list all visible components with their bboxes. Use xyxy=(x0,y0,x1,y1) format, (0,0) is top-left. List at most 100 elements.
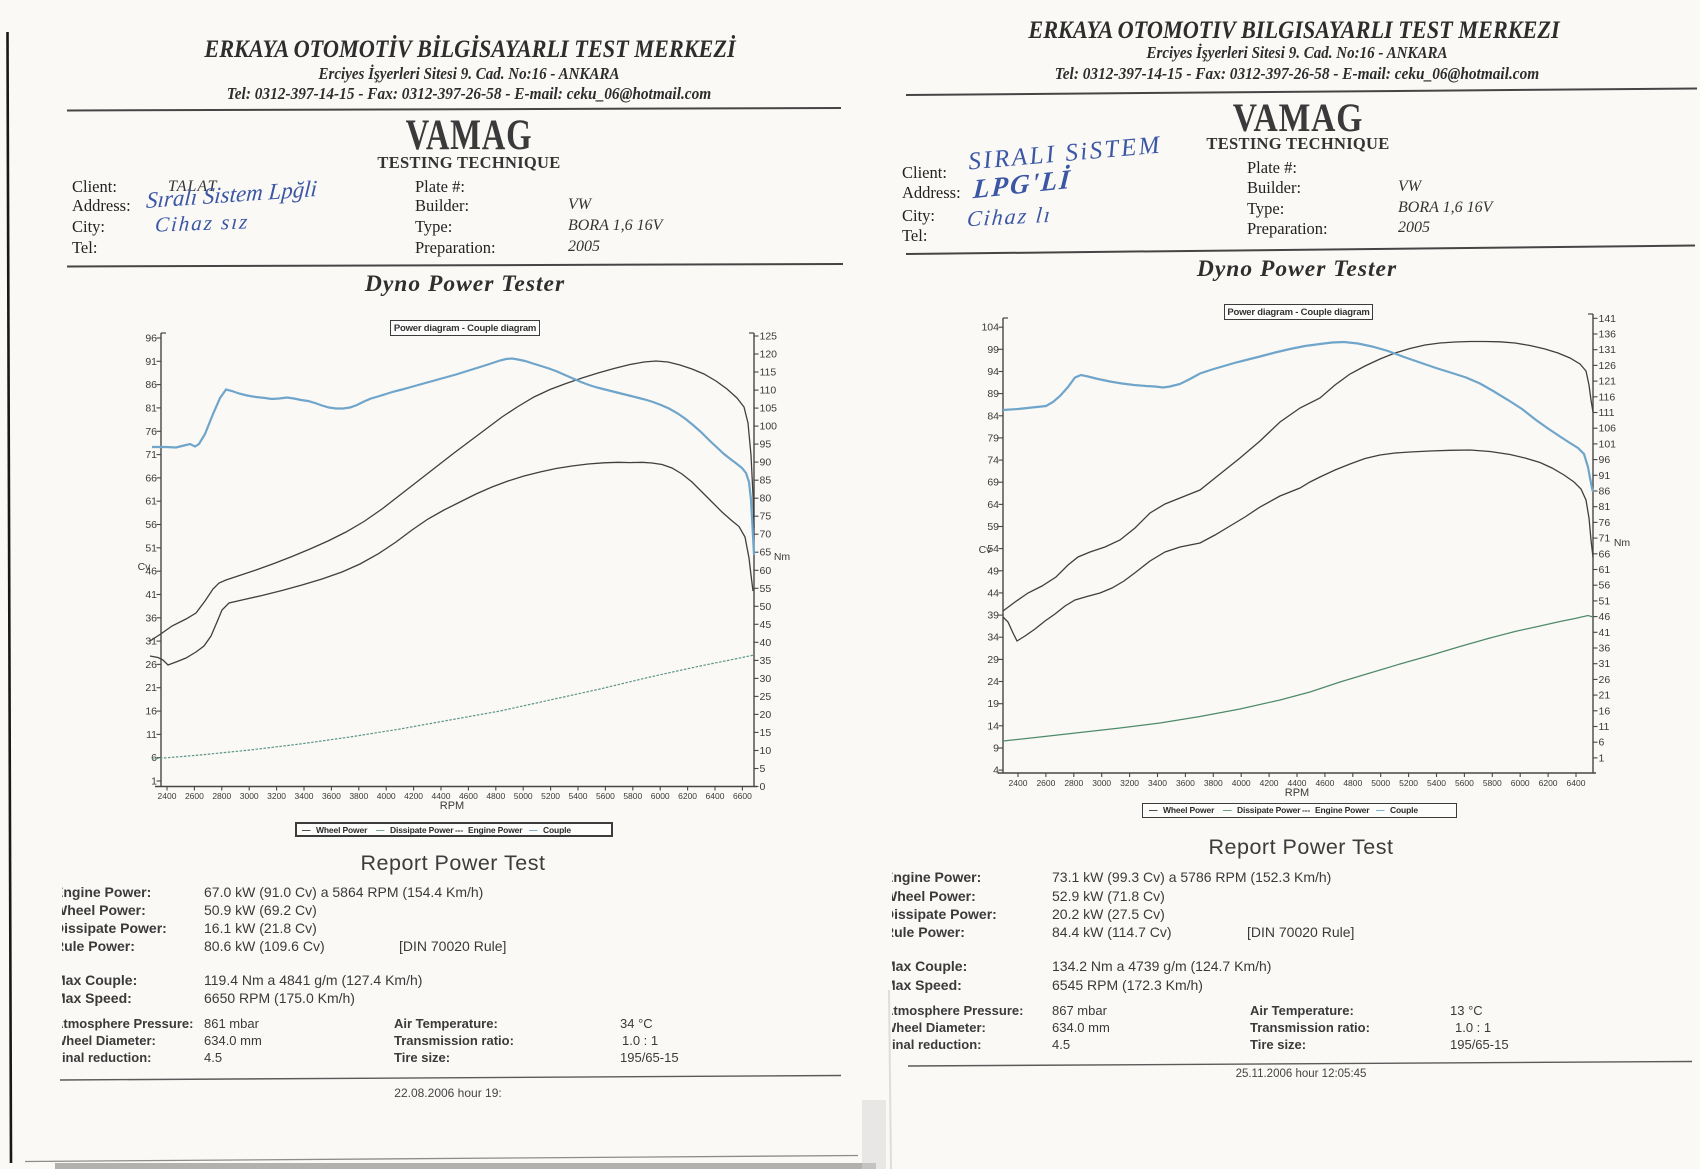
svg-text:65: 65 xyxy=(760,547,772,559)
svg-text:90: 90 xyxy=(760,457,772,469)
svg-text:111: 111 xyxy=(1599,407,1615,419)
svg-text:105: 105 xyxy=(760,403,778,415)
svg-text:95: 95 xyxy=(760,439,772,451)
svg-text:3600: 3600 xyxy=(1176,778,1195,788)
svg-text:64: 64 xyxy=(987,499,999,511)
svg-text:104: 104 xyxy=(981,322,999,334)
svg-text:29: 29 xyxy=(987,654,999,666)
svg-text:131: 131 xyxy=(1599,344,1617,356)
svg-text:75: 75 xyxy=(760,511,772,523)
svg-text:86: 86 xyxy=(1599,486,1611,498)
svg-text:3200: 3200 xyxy=(1120,778,1139,788)
svg-text:91: 91 xyxy=(145,356,157,368)
svg-text:24: 24 xyxy=(987,676,999,688)
svg-text:125: 125 xyxy=(760,331,778,343)
svg-text:40: 40 xyxy=(760,637,772,649)
svg-text:6600: 6600 xyxy=(733,791,752,801)
svg-text:41: 41 xyxy=(145,589,157,601)
svg-text:96: 96 xyxy=(145,333,157,345)
svg-text:74: 74 xyxy=(987,455,999,467)
svg-text:89: 89 xyxy=(987,388,999,400)
svg-text:141: 141 xyxy=(1599,313,1617,325)
svg-text:39: 39 xyxy=(987,610,999,622)
svg-text:6000: 6000 xyxy=(651,791,670,801)
svg-text:4800: 4800 xyxy=(1343,778,1362,788)
svg-text:106: 106 xyxy=(1599,423,1617,435)
svg-text:116: 116 xyxy=(1599,391,1616,403)
svg-text:14: 14 xyxy=(987,720,999,732)
svg-text:Cv: Cv xyxy=(138,561,152,573)
svg-text:5800: 5800 xyxy=(1483,778,1502,788)
svg-text:4200: 4200 xyxy=(1260,778,1279,788)
svg-text:44: 44 xyxy=(987,587,999,599)
svg-text:4200: 4200 xyxy=(404,791,423,801)
svg-text:2800: 2800 xyxy=(212,791,231,801)
svg-text:36: 36 xyxy=(1599,643,1611,655)
svg-text:4000: 4000 xyxy=(377,791,396,801)
svg-text:55: 55 xyxy=(760,583,772,595)
svg-text:81: 81 xyxy=(145,402,157,414)
svg-text:RPM: RPM xyxy=(440,800,464,812)
svg-text:11: 11 xyxy=(146,729,157,741)
svg-text:21: 21 xyxy=(145,682,157,694)
svg-text:100: 100 xyxy=(760,421,778,433)
svg-text:49: 49 xyxy=(987,565,999,577)
svg-text:70: 70 xyxy=(760,529,772,541)
svg-text:61: 61 xyxy=(1599,564,1611,576)
svg-text:45: 45 xyxy=(760,619,772,631)
svg-text:4000: 4000 xyxy=(1232,778,1251,788)
svg-text:66: 66 xyxy=(145,472,157,484)
svg-text:51: 51 xyxy=(145,542,157,554)
svg-text:26: 26 xyxy=(1599,674,1611,686)
svg-text:16: 16 xyxy=(145,706,157,718)
svg-text:3600: 3600 xyxy=(322,791,341,801)
svg-text:5800: 5800 xyxy=(623,791,642,801)
svg-text:2400: 2400 xyxy=(158,791,177,801)
svg-text:76: 76 xyxy=(145,426,157,438)
svg-text:36: 36 xyxy=(145,612,157,624)
svg-text:RPM: RPM xyxy=(1285,787,1309,799)
svg-text:46: 46 xyxy=(1599,611,1611,623)
svg-text:91: 91 xyxy=(1599,470,1611,482)
svg-text:6000: 6000 xyxy=(1511,778,1530,788)
svg-text:20: 20 xyxy=(760,709,772,721)
svg-text:3000: 3000 xyxy=(1092,778,1111,788)
svg-text:50: 50 xyxy=(760,601,772,613)
svg-text:4600: 4600 xyxy=(1315,778,1334,788)
svg-text:3800: 3800 xyxy=(1204,778,1223,788)
svg-text:61: 61 xyxy=(145,496,157,508)
svg-text:1: 1 xyxy=(1599,752,1605,764)
svg-text:11: 11 xyxy=(1599,721,1610,733)
svg-text:5600: 5600 xyxy=(1455,778,1474,788)
svg-text:25: 25 xyxy=(760,691,772,703)
svg-text:76: 76 xyxy=(1599,517,1611,529)
svg-text:6200: 6200 xyxy=(678,791,697,801)
svg-text:3200: 3200 xyxy=(267,791,286,801)
svg-text:3800: 3800 xyxy=(349,791,368,801)
svg-text:31: 31 xyxy=(1599,658,1611,670)
svg-text:21: 21 xyxy=(1599,690,1611,702)
svg-text:5400: 5400 xyxy=(1427,778,1446,788)
svg-text:2600: 2600 xyxy=(185,791,204,801)
svg-text:5200: 5200 xyxy=(541,791,560,801)
svg-text:2400: 2400 xyxy=(1009,778,1028,788)
svg-text:6400: 6400 xyxy=(706,791,725,801)
svg-text:6400: 6400 xyxy=(1567,778,1586,788)
svg-text:4400: 4400 xyxy=(432,791,451,801)
svg-text:120: 120 xyxy=(760,349,778,361)
svg-text:2600: 2600 xyxy=(1036,778,1055,788)
svg-text:96: 96 xyxy=(1599,454,1611,466)
svg-text:46: 46 xyxy=(145,566,157,578)
svg-text:121: 121 xyxy=(1599,376,1617,388)
svg-text:41: 41 xyxy=(1599,627,1611,639)
svg-text:66: 66 xyxy=(1599,548,1611,560)
svg-text:10: 10 xyxy=(760,745,772,757)
svg-text:34: 34 xyxy=(987,632,999,644)
svg-text:4800: 4800 xyxy=(486,791,505,801)
svg-text:94: 94 xyxy=(987,366,999,378)
svg-text:2800: 2800 xyxy=(1064,778,1083,788)
svg-text:15: 15 xyxy=(760,727,772,739)
svg-text:5000: 5000 xyxy=(514,791,533,801)
svg-text:4400: 4400 xyxy=(1288,778,1307,788)
svg-text:6: 6 xyxy=(1599,737,1605,749)
